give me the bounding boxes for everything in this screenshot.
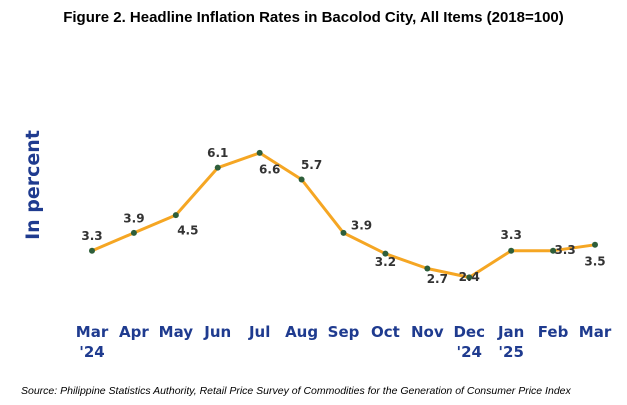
x-tick-label: May [159, 323, 194, 341]
data-labels: 3.3 3.9 4.5 6.1 6.6 5.7 3.9 3.2 2.7 2.4 3.3 3.3 3.5 [81, 146, 605, 286]
source-note: Source: Philippine Statistics Authority,… [21, 385, 571, 397]
data-label: 4.5 [177, 224, 198, 238]
data-point [214, 164, 221, 171]
series-line [90, 151, 597, 279]
x-tick-label: Mar '24 [76, 323, 109, 361]
data-label: 6.1 [207, 146, 228, 160]
data-point [508, 247, 515, 254]
data-point [340, 229, 347, 236]
data-point [89, 247, 95, 254]
data-point [172, 212, 179, 219]
data-label: 3.9 [123, 211, 144, 225]
data-label: 5.7 [301, 158, 322, 172]
data-point [466, 274, 473, 281]
data-label: 3.9 [351, 218, 372, 232]
data-label: 3.3 [554, 243, 575, 257]
data-point [130, 229, 137, 236]
x-tick-label: Jan '25 [497, 323, 524, 361]
data-point [256, 149, 263, 156]
data-label: 6.6 [259, 162, 280, 176]
data-point [298, 176, 305, 183]
data-point [382, 250, 389, 257]
data-point [592, 241, 598, 248]
data-point [550, 247, 557, 254]
x-tick-label: Feb [538, 323, 569, 341]
x-tick-label: Aug [285, 323, 318, 341]
x-tick-label: Apr [119, 323, 149, 341]
x-tick-label: Jun [203, 323, 231, 341]
data-point [424, 265, 431, 272]
data-label: 3.3 [81, 229, 102, 243]
x-axis-labels: Mar '24 Apr May Jun Jul Aug Sep Oct Nov Dec '24 Jan '… [76, 323, 612, 361]
data-label: 3.3 [501, 228, 522, 242]
data-label: 3.5 [584, 254, 605, 268]
chart-title: Figure 2. Headline Inflation Rates in Ba… [63, 9, 564, 26]
data-label: 2.7 [427, 272, 448, 286]
x-tick-label: Nov [411, 323, 444, 341]
x-tick-label: Mar [579, 323, 612, 341]
data-label: 3.2 [375, 255, 396, 269]
x-tick-label: Dec '24 [453, 323, 485, 361]
x-tick-label: Oct [371, 323, 400, 341]
x-tick-label: Jul [248, 323, 270, 341]
data-label: 2.4 [459, 270, 480, 284]
x-tick-label: Sep [328, 323, 360, 341]
data-markers [89, 149, 598, 281]
